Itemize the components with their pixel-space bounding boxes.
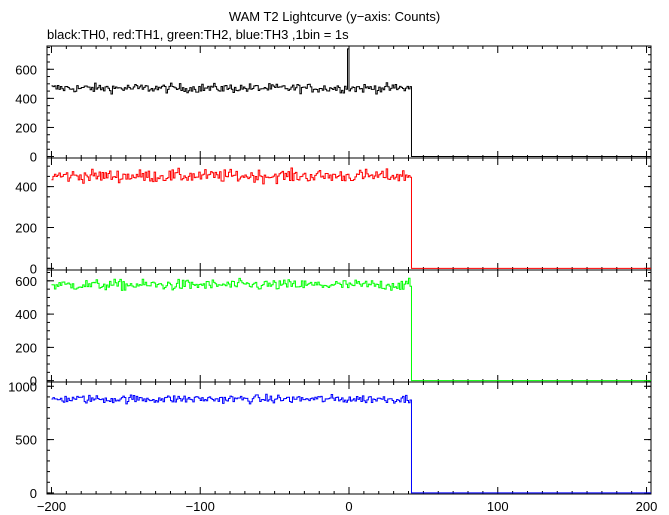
x-tick-label: −100 bbox=[186, 499, 215, 514]
y-tick-label: 400 bbox=[15, 307, 37, 322]
x-tick-label: −200 bbox=[37, 499, 66, 514]
y-tick-label: 400 bbox=[15, 180, 37, 195]
series-line-th3 bbox=[51, 393, 651, 494]
series-line-th1 bbox=[51, 167, 651, 269]
y-tick-label: 600 bbox=[15, 274, 37, 289]
y-tick-label: 0 bbox=[30, 374, 37, 389]
series-line-th2 bbox=[51, 277, 651, 382]
y-tick-label: 600 bbox=[15, 62, 37, 77]
y-tick-label: 1000 bbox=[8, 379, 37, 394]
y-tick-label: 500 bbox=[15, 433, 37, 448]
chart-subtitle: black:TH0, red:TH1, green:TH2, blue:TH3 … bbox=[47, 27, 349, 42]
series-line-th0 bbox=[51, 48, 651, 158]
chart-title: WAM T2 Lightcurve (y−axis: Counts) bbox=[228, 9, 441, 24]
x-tick-label: 0 bbox=[345, 499, 352, 514]
x-tick-label: 200 bbox=[636, 499, 658, 514]
y-tick-label: 400 bbox=[15, 91, 37, 106]
y-tick-label: 200 bbox=[15, 340, 37, 355]
y-tick-label: 0 bbox=[30, 150, 37, 165]
y-tick-label: 0 bbox=[30, 486, 37, 501]
x-tick-label: 100 bbox=[487, 499, 509, 514]
y-tick-label: 0 bbox=[30, 261, 37, 276]
y-tick-label: 200 bbox=[15, 220, 37, 235]
y-tick-label: 200 bbox=[15, 120, 37, 135]
